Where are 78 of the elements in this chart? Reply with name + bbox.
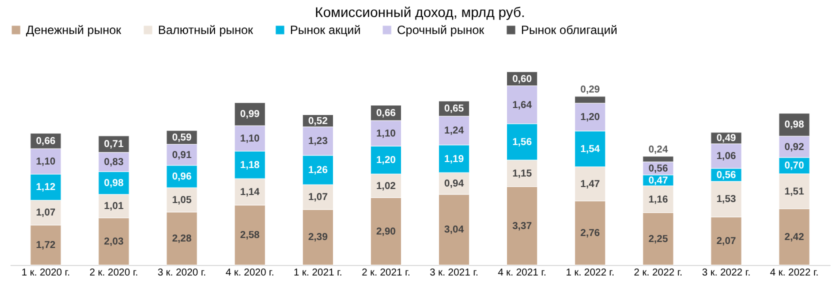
data-label: 0,29 <box>580 84 600 96</box>
data-label: 2,28 <box>172 234 192 245</box>
data-label: 1,10 <box>240 133 260 144</box>
data-label: 1,20 <box>580 112 600 124</box>
data-label: 1,15 <box>512 168 532 180</box>
legend-label: Срочный рынок <box>397 23 485 37</box>
data-label: 2,76 <box>580 228 600 239</box>
data-label: 2,25 <box>648 234 668 245</box>
data-label: 1,20 <box>376 155 396 166</box>
x-tick-label: 4 к. 2022 г. <box>770 268 819 278</box>
x-tick-label: 3 к. 2020 г. <box>158 268 206 278</box>
data-label: 1,72 <box>36 240 56 252</box>
data-label: 0,71 <box>104 139 124 150</box>
x-tick-label: 2 к. 2021 г. <box>362 268 410 278</box>
data-label: 2,39 <box>308 232 328 244</box>
data-label: 0,70 <box>784 160 804 172</box>
data-label: 0,83 <box>104 157 124 168</box>
data-label: 2,03 <box>104 236 124 248</box>
data-label: 1,05 <box>172 194 192 206</box>
x-tick-label: 4 к. 2021 г. <box>498 268 546 278</box>
data-label: 0,47 <box>648 175 668 186</box>
data-label: 2,58 <box>240 230 260 242</box>
data-label: 1,02 <box>376 180 396 192</box>
data-label: 1,26 <box>308 165 328 176</box>
data-label: 0,66 <box>36 136 56 147</box>
data-label: 1,07 <box>308 192 328 204</box>
x-tick-label: 1 к. 2020 г. <box>21 268 70 278</box>
x-tick-label: 2 к. 2022 г. <box>634 268 682 278</box>
data-label: 3,04 <box>444 224 464 236</box>
data-label: 1,07 <box>36 208 56 219</box>
data-label: 1,12 <box>36 182 56 194</box>
data-label: 1,19 <box>444 154 464 165</box>
legend-label: Валютный рынок <box>158 23 254 37</box>
data-label: 1,56 <box>512 136 532 148</box>
data-label: 0,66 <box>376 108 396 119</box>
data-label: 1,06 <box>716 151 736 162</box>
data-label: 0,65 <box>444 104 464 115</box>
data-label: 2,90 <box>376 226 396 238</box>
data-label: 0,60 <box>512 74 532 85</box>
data-label: 1,53 <box>716 194 736 206</box>
legend-label: Денежный рынок <box>26 23 122 37</box>
legend-label: Рынок акций <box>290 23 361 37</box>
x-tick-label: 3 к. 2021 г. <box>430 268 478 278</box>
data-label: 1,47 <box>580 178 600 190</box>
data-label: 2,07 <box>716 236 736 247</box>
data-label: 0,92 <box>784 142 804 153</box>
data-label: 1,16 <box>648 194 668 206</box>
x-tick-label: 2 к. 2020 г. <box>90 268 138 278</box>
x-tick-label: 4 к. 2020 г. <box>226 268 274 278</box>
data-label: 0,98 <box>104 178 124 190</box>
data-label: 0,99 <box>240 109 260 120</box>
data-label: 1,51 <box>784 186 804 198</box>
legend-label: Рынок облигаций <box>521 23 618 37</box>
x-tick-label: 1 к. 2021 г. <box>294 268 342 278</box>
data-label: 1,54 <box>580 144 600 155</box>
data-label: 1,10 <box>376 128 396 140</box>
data-label: 0,24 <box>648 144 668 156</box>
x-tick-label: 3 к. 2022 г. <box>702 268 750 278</box>
data-label: 1,23 <box>308 136 328 148</box>
data-label: 0,49 <box>716 133 736 144</box>
data-label: 0,56 <box>716 170 736 181</box>
data-label: 1,64 <box>512 100 532 111</box>
x-tick-label: 1 к. 2022 г. <box>566 268 614 278</box>
data-label: 1,14 <box>240 186 260 198</box>
chart-title: Комиссионный доход, мрлд руб. <box>314 4 526 20</box>
data-label: 1,18 <box>240 160 260 171</box>
data-label: 1,10 <box>36 156 56 168</box>
data-label: 1,01 <box>104 201 124 212</box>
data-label: 0,56 <box>648 163 668 174</box>
data-label: 0,59 <box>172 132 192 144</box>
data-label: 0,94 <box>444 178 464 190</box>
data-label: 0,52 <box>308 116 328 127</box>
data-label: 2,42 <box>784 232 804 243</box>
data-label: 0,91 <box>172 150 192 161</box>
data-label: 0,96 <box>172 172 192 183</box>
data-label: 0,98 <box>784 120 804 131</box>
data-label: 3,37 <box>512 220 532 232</box>
data-label: 1,24 <box>444 126 464 137</box>
